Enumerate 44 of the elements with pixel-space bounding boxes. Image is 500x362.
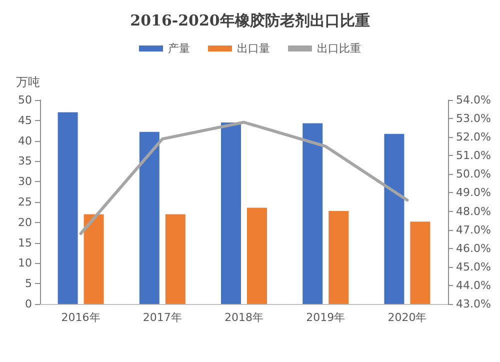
y2-tick-label: 50.0% — [456, 168, 491, 181]
y2-tick-label: 53.0% — [456, 112, 491, 126]
legend-label: 出口比重 — [317, 42, 361, 55]
y-tick-label: 5 — [25, 277, 32, 290]
bar — [302, 123, 323, 304]
y2-tick-label: 54.0% — [456, 94, 491, 106]
y2-tick-label: 49.0% — [456, 186, 491, 200]
y-tick-label: 40 — [18, 134, 32, 148]
y-tick-label: 20 — [18, 216, 32, 229]
y-tick-label: 30 — [18, 175, 32, 188]
x-tick-label: 2016年 — [61, 311, 100, 324]
line-series — [79, 120, 409, 236]
y2-tick-label: 45.0% — [456, 260, 491, 274]
y-tick-label: 35 — [18, 154, 32, 168]
x-tick-label: 2019年 — [306, 311, 346, 324]
legend-label: 产量 — [168, 42, 190, 55]
y2-tick-label: 43.0% — [456, 298, 491, 310]
bar — [221, 122, 241, 304]
bar — [139, 132, 160, 304]
y2-tick-label: 51.0% — [456, 149, 491, 162]
bar — [58, 112, 78, 304]
bar — [410, 222, 430, 304]
y2-tick-label: 52.0% — [456, 130, 491, 144]
legend-label: 出口量 — [237, 42, 270, 55]
y-tick-label: 0 — [25, 298, 32, 310]
bar — [384, 134, 404, 304]
y-axis-title: 万吨 — [16, 75, 40, 89]
y2-tick-label: 47.0% — [456, 223, 491, 236]
bar — [165, 214, 186, 304]
y-tick-label: 15 — [18, 236, 32, 250]
bar — [84, 214, 104, 304]
y2-tick-label: 46.0% — [456, 242, 491, 255]
x-tick-label: 2018年 — [224, 311, 264, 324]
y-tick-label: 25 — [18, 196, 32, 208]
y2-tick-label: 48.0% — [456, 204, 491, 218]
bar — [247, 208, 267, 304]
y-tick-label: 45 — [18, 114, 32, 127]
chart-title: 2016-2020年橡胶防老剂出口比重 — [130, 12, 370, 30]
x-tick-label: 2017年 — [142, 311, 182, 324]
bar — [328, 210, 349, 304]
y-tick-label: 10 — [18, 256, 32, 270]
y-tick-label: 50 — [18, 94, 32, 106]
y2-tick-label: 44.0% — [456, 278, 491, 292]
x-tick-label: 2020年 — [388, 311, 427, 324]
